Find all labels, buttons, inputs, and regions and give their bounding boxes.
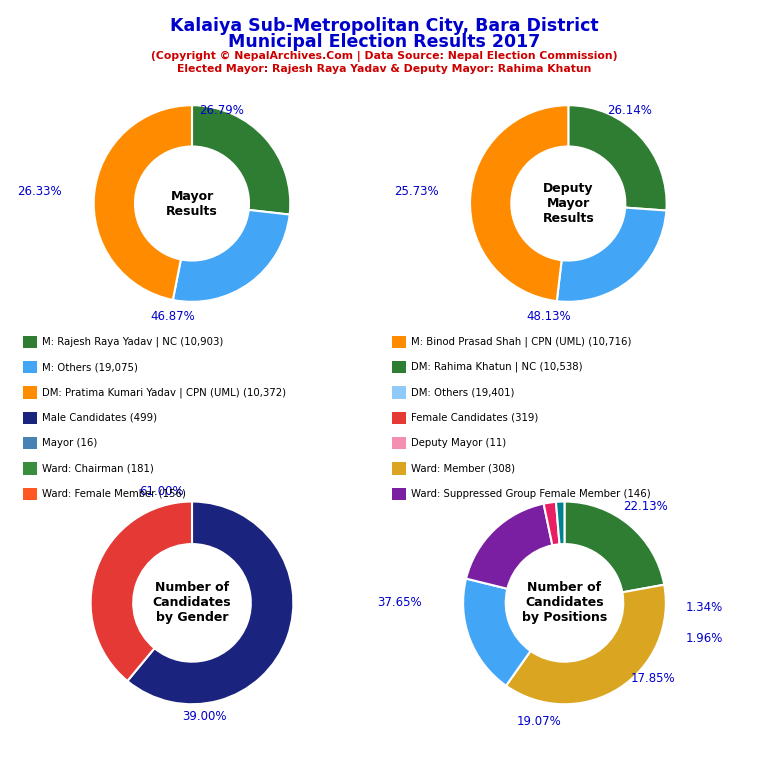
Text: M: Others (19,075): M: Others (19,075) — [42, 362, 138, 372]
Text: 17.85%: 17.85% — [631, 673, 676, 685]
Wedge shape — [557, 207, 667, 302]
Text: Ward: Chairman (181): Ward: Chairman (181) — [42, 463, 154, 474]
Text: M: Binod Prasad Shah | CPN (UML) (10,716): M: Binod Prasad Shah | CPN (UML) (10,716… — [411, 336, 631, 347]
Text: 26.14%: 26.14% — [607, 104, 652, 117]
Wedge shape — [466, 504, 552, 589]
Text: Mayor (16): Mayor (16) — [42, 438, 98, 449]
Text: Ward: Member (308): Ward: Member (308) — [411, 463, 515, 474]
Text: 61.00%: 61.00% — [139, 485, 184, 498]
Text: 26.33%: 26.33% — [18, 185, 62, 197]
Text: M: Rajesh Raya Yadav | NC (10,903): M: Rajesh Raya Yadav | NC (10,903) — [42, 336, 223, 347]
Wedge shape — [127, 502, 293, 704]
Wedge shape — [556, 502, 564, 545]
Text: 1.96%: 1.96% — [685, 632, 723, 645]
Wedge shape — [94, 105, 192, 300]
Text: Number of
Candidates
by Gender: Number of Candidates by Gender — [153, 581, 231, 624]
Text: 26.79%: 26.79% — [199, 104, 244, 117]
Wedge shape — [568, 105, 667, 210]
Text: DM: Pratima Kumari Yadav | CPN (UML) (10,372): DM: Pratima Kumari Yadav | CPN (UML) (10… — [42, 387, 286, 398]
Text: 39.00%: 39.00% — [183, 710, 227, 723]
Text: Ward: Female Member (156): Ward: Female Member (156) — [42, 488, 186, 499]
Text: 48.13%: 48.13% — [526, 310, 571, 323]
Wedge shape — [470, 105, 568, 301]
Text: DM: Rahima Khatun | NC (10,538): DM: Rahima Khatun | NC (10,538) — [411, 362, 582, 372]
Text: 22.13%: 22.13% — [623, 500, 668, 513]
Text: 46.87%: 46.87% — [150, 310, 195, 323]
Wedge shape — [192, 105, 290, 214]
Wedge shape — [564, 502, 664, 592]
Text: Number of
Candidates
by Positions: Number of Candidates by Positions — [521, 581, 607, 624]
Text: Male Candidates (499): Male Candidates (499) — [42, 412, 157, 423]
Text: Deputy
Mayor
Results: Deputy Mayor Results — [542, 182, 594, 225]
Text: Mayor
Results: Mayor Results — [166, 190, 218, 217]
Text: 1.34%: 1.34% — [685, 601, 723, 614]
Wedge shape — [91, 502, 192, 681]
Wedge shape — [463, 578, 531, 686]
Text: Kalaiya Sub-Metropolitan City, Bara District: Kalaiya Sub-Metropolitan City, Bara Dist… — [170, 17, 598, 35]
Text: Female Candidates (319): Female Candidates (319) — [411, 412, 538, 423]
Text: Ward: Suppressed Group Female Member (146): Ward: Suppressed Group Female Member (14… — [411, 488, 650, 499]
Text: (Copyright © NepalArchives.Com | Data Source: Nepal Election Commission): (Copyright © NepalArchives.Com | Data So… — [151, 51, 617, 61]
Text: DM: Others (19,401): DM: Others (19,401) — [411, 387, 515, 398]
Wedge shape — [173, 210, 290, 302]
Text: Elected Mayor: Rajesh Raya Yadav & Deputy Mayor: Rahima Khatun: Elected Mayor: Rajesh Raya Yadav & Deput… — [177, 64, 591, 74]
Wedge shape — [506, 584, 666, 704]
Wedge shape — [544, 502, 560, 545]
Text: Municipal Election Results 2017: Municipal Election Results 2017 — [228, 33, 540, 51]
Text: 19.07%: 19.07% — [517, 716, 561, 729]
Text: 37.65%: 37.65% — [377, 597, 422, 609]
Text: Deputy Mayor (11): Deputy Mayor (11) — [411, 438, 506, 449]
Text: 25.73%: 25.73% — [394, 185, 439, 197]
